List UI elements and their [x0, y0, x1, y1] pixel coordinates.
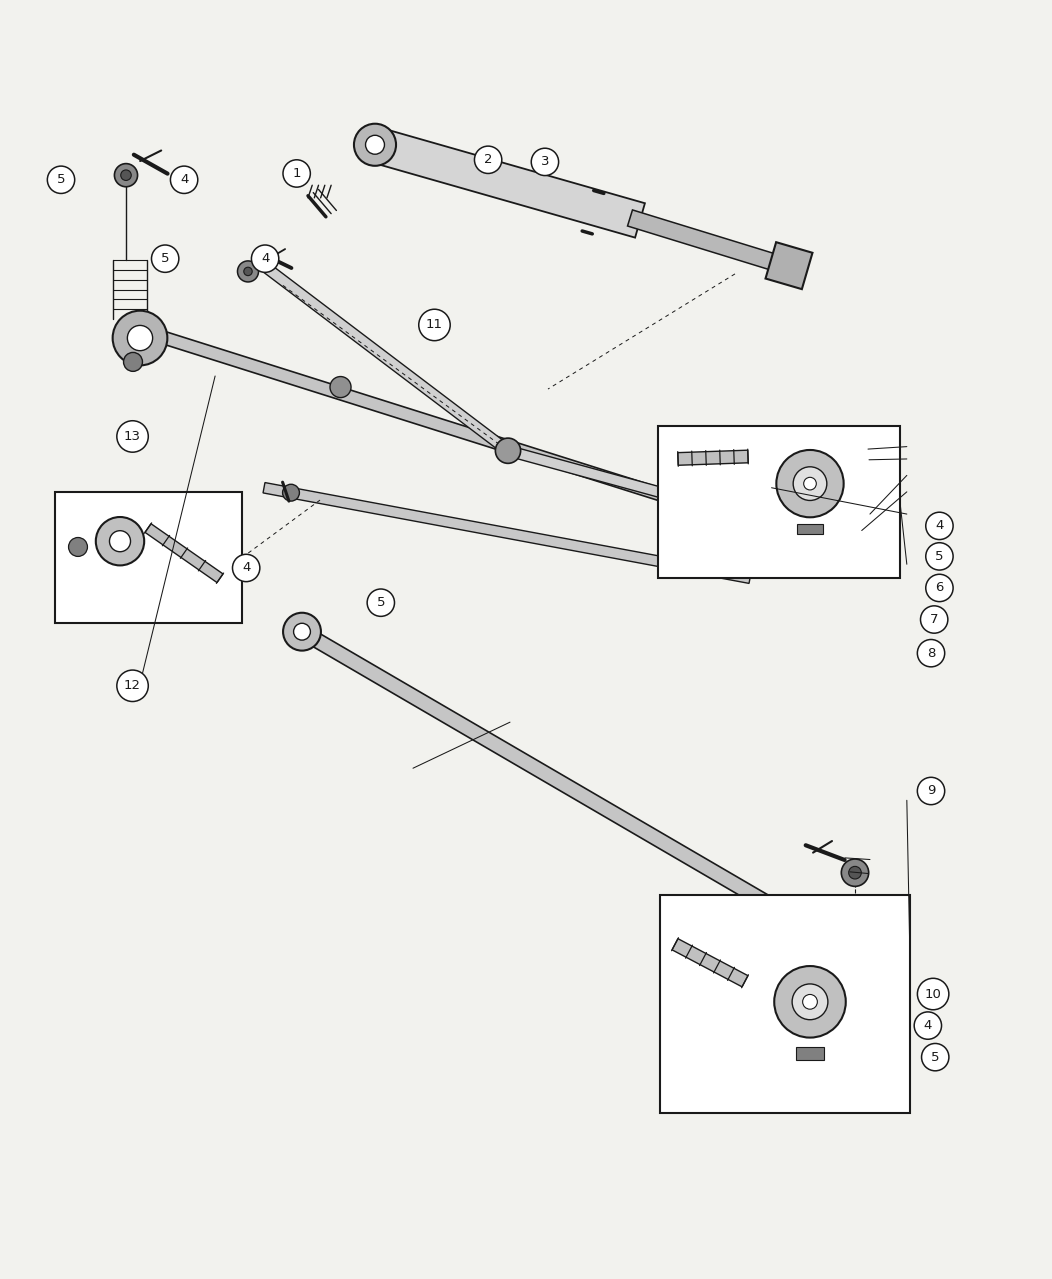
- Circle shape: [803, 995, 817, 1009]
- Circle shape: [353, 124, 396, 166]
- Circle shape: [68, 537, 87, 556]
- Bar: [55, 492, 242, 623]
- Circle shape: [330, 376, 351, 398]
- Circle shape: [121, 170, 132, 180]
- Polygon shape: [628, 210, 788, 274]
- Circle shape: [920, 606, 948, 633]
- Text: 11: 11: [426, 318, 443, 331]
- Polygon shape: [507, 445, 771, 527]
- Circle shape: [854, 454, 865, 464]
- Text: 2: 2: [484, 153, 492, 166]
- Circle shape: [283, 485, 300, 501]
- Circle shape: [251, 246, 279, 272]
- Circle shape: [774, 966, 846, 1037]
- Text: 4: 4: [935, 519, 944, 532]
- Circle shape: [115, 164, 138, 187]
- Circle shape: [123, 353, 142, 371]
- Circle shape: [47, 166, 75, 193]
- Bar: [797, 523, 823, 535]
- Circle shape: [734, 466, 760, 491]
- Circle shape: [729, 477, 750, 499]
- Text: 7: 7: [930, 613, 938, 625]
- Text: 6: 6: [935, 582, 944, 595]
- Circle shape: [926, 574, 953, 601]
- Circle shape: [232, 554, 260, 582]
- Text: 5: 5: [931, 1050, 939, 1064]
- Circle shape: [721, 451, 773, 504]
- Circle shape: [832, 495, 870, 533]
- Polygon shape: [713, 464, 771, 510]
- Circle shape: [917, 778, 945, 804]
- Circle shape: [474, 146, 502, 174]
- Polygon shape: [145, 523, 223, 582]
- Polygon shape: [766, 242, 812, 289]
- Polygon shape: [672, 939, 748, 987]
- Text: 4: 4: [924, 1019, 932, 1032]
- Circle shape: [151, 246, 179, 272]
- Circle shape: [917, 640, 945, 666]
- Circle shape: [793, 467, 827, 500]
- Circle shape: [842, 859, 869, 886]
- Text: 12: 12: [124, 679, 141, 692]
- Circle shape: [109, 531, 130, 551]
- Text: 9: 9: [927, 784, 935, 798]
- Bar: [796, 1048, 824, 1060]
- Circle shape: [926, 512, 953, 540]
- Text: 5: 5: [57, 173, 65, 187]
- Circle shape: [283, 613, 321, 651]
- Text: 4: 4: [242, 561, 250, 574]
- Polygon shape: [263, 482, 751, 583]
- Polygon shape: [677, 450, 748, 466]
- Circle shape: [776, 450, 844, 517]
- Circle shape: [495, 439, 521, 463]
- Circle shape: [170, 166, 198, 193]
- Circle shape: [828, 934, 849, 954]
- Circle shape: [117, 421, 148, 453]
- Circle shape: [841, 524, 853, 537]
- Text: 5: 5: [935, 550, 944, 563]
- Circle shape: [849, 866, 862, 879]
- Circle shape: [832, 515, 862, 545]
- Circle shape: [926, 542, 953, 570]
- Circle shape: [914, 1012, 942, 1040]
- Text: 8: 8: [927, 647, 935, 660]
- Text: 4: 4: [261, 252, 269, 265]
- Polygon shape: [252, 256, 511, 455]
- Circle shape: [238, 261, 259, 281]
- Circle shape: [419, 310, 450, 340]
- Circle shape: [294, 623, 310, 640]
- Circle shape: [922, 1044, 949, 1071]
- Text: 3: 3: [541, 155, 549, 169]
- Circle shape: [117, 670, 148, 701]
- Circle shape: [283, 160, 310, 187]
- Circle shape: [842, 505, 861, 523]
- Text: 5: 5: [161, 252, 169, 265]
- Circle shape: [815, 921, 862, 967]
- Circle shape: [127, 325, 153, 350]
- Circle shape: [113, 311, 167, 366]
- Circle shape: [804, 477, 816, 490]
- Polygon shape: [150, 327, 797, 544]
- Polygon shape: [749, 459, 857, 531]
- Circle shape: [367, 590, 394, 616]
- Circle shape: [917, 978, 949, 1009]
- Circle shape: [96, 517, 144, 565]
- Text: 5: 5: [377, 596, 385, 609]
- Circle shape: [848, 448, 871, 471]
- Polygon shape: [370, 128, 645, 238]
- Text: 1: 1: [292, 168, 301, 180]
- Text: 10: 10: [925, 987, 942, 1000]
- Polygon shape: [299, 625, 842, 950]
- Bar: [660, 895, 910, 1113]
- Bar: [658, 426, 901, 578]
- Circle shape: [244, 267, 252, 276]
- Text: 13: 13: [124, 430, 141, 443]
- Circle shape: [365, 136, 384, 155]
- Text: 4: 4: [180, 173, 188, 187]
- Circle shape: [531, 148, 559, 175]
- Circle shape: [792, 984, 828, 1019]
